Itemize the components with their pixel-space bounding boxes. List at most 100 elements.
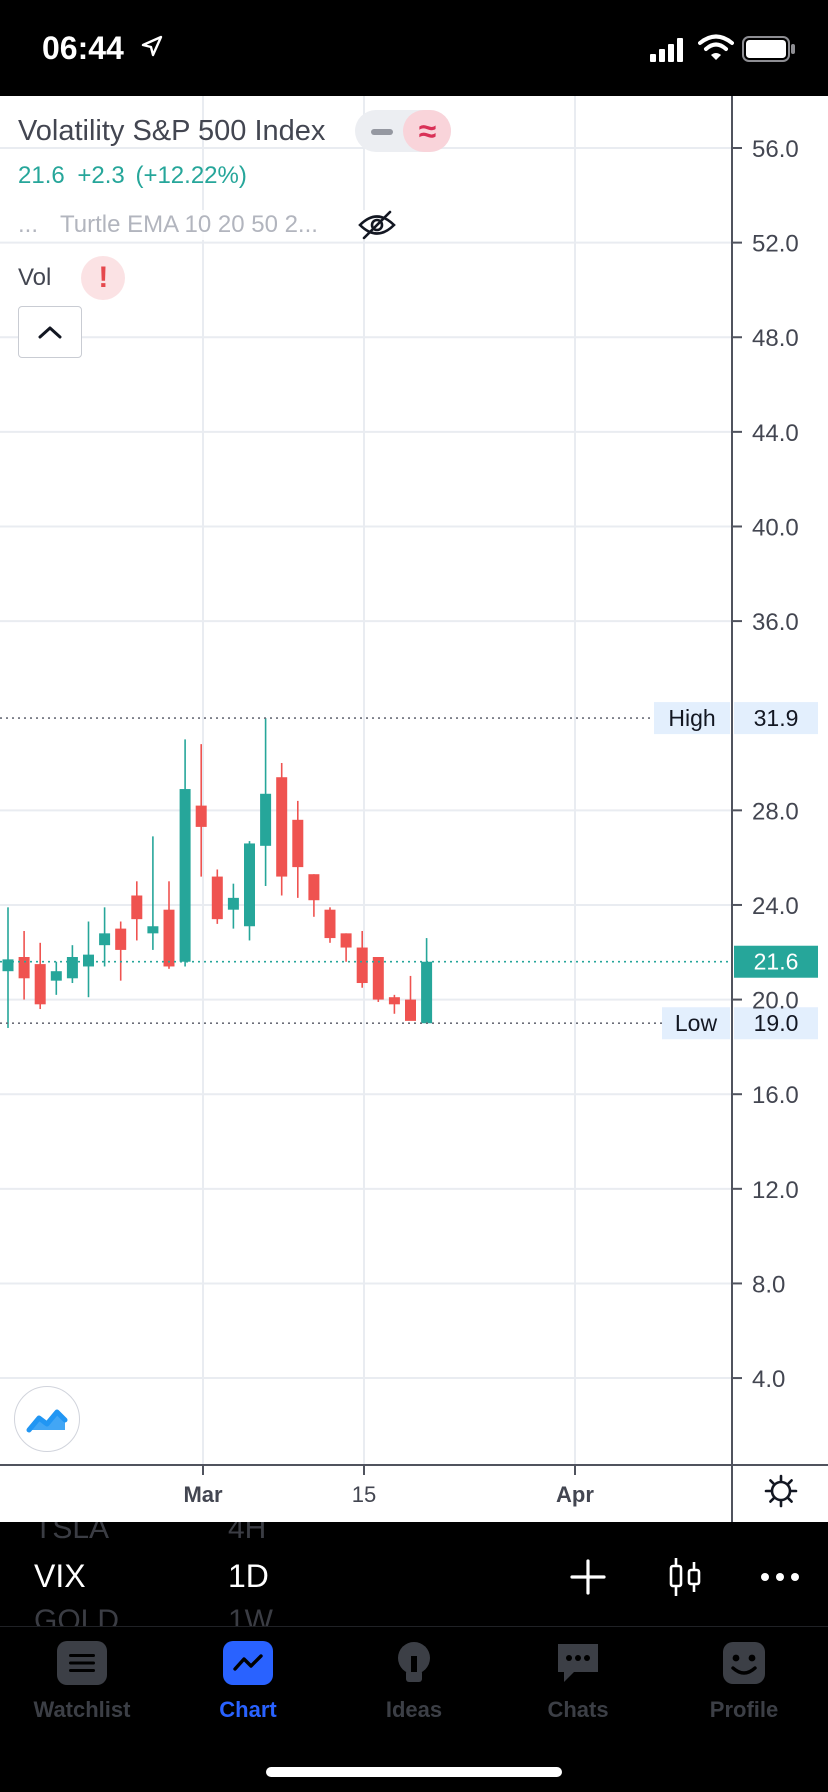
indicator-row[interactable]: ... Turtle EMA 10 20 50 2... [18,210,452,240]
tab-ideas[interactable]: Ideas [344,1641,484,1723]
chart-legend: Volatility S&P 500 Index ≈ 21.6 +2.3 (+1… [18,110,452,240]
candle-body [195,805,207,827]
candle-body [179,789,191,962]
price-axis-label: 28.0 [752,798,799,825]
battery-icon [742,36,795,62]
interval-picker-prev[interactable]: 4H [228,1522,267,1545]
chart-toolbar: TSLA 4H VIX 1D GOLD 1W [0,1522,828,1626]
time-axis-label: Apr [556,1482,594,1507]
candle-body [308,874,320,901]
candle-body [405,999,416,1021]
compare-wave-icon[interactable]: ≈ [403,110,452,152]
settings-gear-icon[interactable] [764,1474,798,1508]
candle-body [211,876,223,920]
price-change-pct: (+12.22%) [135,162,247,189]
high-label: High [668,705,715,731]
symbol-picker-next[interactable]: GOLD [34,1604,120,1626]
tab-label: Ideas [385,1697,443,1722]
more-dots-icon [761,1573,799,1581]
location-arrow-icon [141,35,163,57]
candle-body [421,961,433,1024]
price-axis-label: 40.0 [752,514,799,541]
chat-bubble-icon [553,1641,603,1685]
chart-type-button[interactable] [660,1552,710,1602]
price-axis-label: 44.0 [752,420,799,447]
add-button[interactable] [563,1552,613,1602]
price-axis-label: 4.0 [752,1366,785,1393]
candle-body [292,819,304,868]
home-indicator [266,1767,562,1777]
symbol-title[interactable]: Volatility S&P 500 Index [18,114,326,147]
candle-body [83,954,94,967]
low-label-bg [662,1007,730,1040]
candle-body [34,964,46,1005]
candle-body [260,793,272,846]
price-axis-label: 48.0 [752,325,799,352]
tab-label: Chats [547,1697,609,1722]
series-toggle[interactable]: ≈ [355,110,452,152]
low-label: Low [675,1010,718,1036]
candle-body [163,909,175,967]
price-axis-label: 20.0 [752,988,799,1015]
warning-icon[interactable]: ! [81,256,126,300]
tradingview-logo-button[interactable] [14,1386,80,1452]
chart-icon [223,1641,273,1685]
last-price: 21.6 [18,162,65,189]
price-axis-label: 56.0 [752,136,799,163]
price-axis-label: 52.0 [752,231,799,258]
candle-body [340,933,352,948]
volume-label[interactable]: Vol [18,264,52,291]
high-value: 31.9 [754,705,799,731]
lightbulb-icon [389,1641,439,1685]
high-value-bg [734,702,818,735]
interval-picker-next[interactable]: 1W [228,1604,273,1626]
tab-label: Chart [219,1697,277,1722]
cellular-signal-icon [650,38,683,62]
low-value: 19.0 [754,1010,799,1036]
price-axis-label: 36.0 [752,609,799,636]
tab-label: Profile [709,1697,779,1722]
tab-profile[interactable]: Profile [674,1641,814,1723]
low-value-bg [734,1007,818,1040]
tab-bar: Watchlist Chart Ideas Chats [0,1626,828,1792]
chart-canvas[interactable]: High 31.9 21.6 Low 19.0 56.0 52.0 48.0 44.0 40.0… [0,96,828,1522]
price-axis-label: 24.0 [752,893,799,920]
price-axis-label: 16.0 [752,1082,799,1109]
candle-body [147,926,159,934]
last-price-value: 21.6 [754,949,799,975]
price-chart[interactable]: High 31.9 21.6 Low 19.0 56.0 52.0 48.0 44.0 40.0… [0,96,828,1522]
candle-body [356,947,368,984]
eye-hidden-icon[interactable] [358,210,396,240]
indicator-label[interactable]: Turtle EMA 10 20 50 2... [60,211,318,238]
symbol-picker-prev[interactable]: TSLA [34,1522,110,1545]
price-change-row: 21.6 +2.3 (+12.22%) [18,162,451,190]
price-change: +2.3 [77,162,125,189]
tab-chart[interactable]: Chart [178,1641,318,1723]
candle-body [372,957,384,1000]
candle-body [2,959,14,972]
price-axis-label: 12.0 [752,1177,799,1204]
candle-body [18,957,30,979]
interval-picker[interactable]: 1D [228,1558,269,1594]
candle-body [324,909,336,939]
last-price-value-bg [734,945,818,978]
candle-body [276,777,288,877]
candle-body [244,843,255,927]
collapse-legend-button[interactable] [18,306,82,358]
status-time: 06:44 [42,30,124,66]
tab-chats[interactable]: Chats [508,1641,648,1723]
symbol-picker[interactable]: VIX [34,1558,86,1594]
list-icon [57,1641,107,1685]
candlestick-icon [669,1558,701,1596]
candle-body [388,997,400,1005]
time-axis-label: Mar [183,1482,223,1507]
status-bar: 06:44 [0,0,828,96]
high-label-bg [654,702,730,735]
indicator-more[interactable]: ... [18,211,39,238]
tab-label: Watchlist [33,1697,131,1722]
plus-icon [570,1559,606,1595]
tab-watchlist[interactable]: Watchlist [12,1641,152,1723]
chevron-up-icon [38,326,62,339]
more-options-button[interactable] [755,1552,805,1602]
minus-icon[interactable] [371,129,394,135]
